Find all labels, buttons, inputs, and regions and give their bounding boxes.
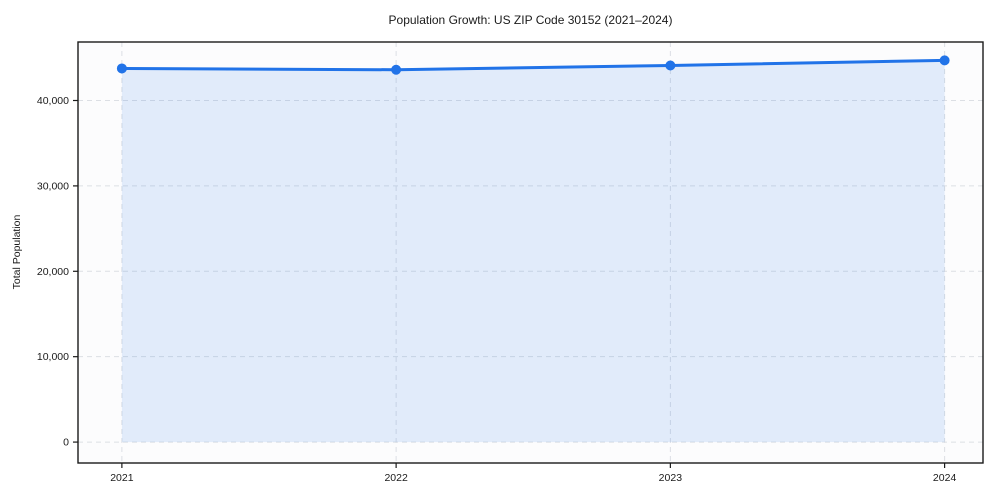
plot-border <box>77 41 984 464</box>
x-tick-label: 2021 <box>110 472 134 484</box>
plot-background <box>78 42 983 463</box>
data-point <box>116 63 127 74</box>
x-tick-label: 2024 <box>933 472 957 484</box>
y-tick-label: 40,000 <box>37 95 69 107</box>
y-tick-label: 0 <box>63 437 69 449</box>
series-area-fill <box>121 60 945 443</box>
data-point <box>939 55 950 66</box>
y-tick-label: 30,000 <box>37 180 69 192</box>
x-tick-label: 2023 <box>659 472 683 484</box>
y-tick-label: 20,000 <box>37 266 69 278</box>
x-tick-label: 2022 <box>384 472 408 484</box>
data-point <box>665 60 676 71</box>
data-point <box>391 64 402 75</box>
series-line <box>120 58 947 72</box>
chart-title: Population Growth: US ZIP Code 30152 (20… <box>388 13 673 27</box>
y-tick-label: 10,000 <box>37 351 69 363</box>
